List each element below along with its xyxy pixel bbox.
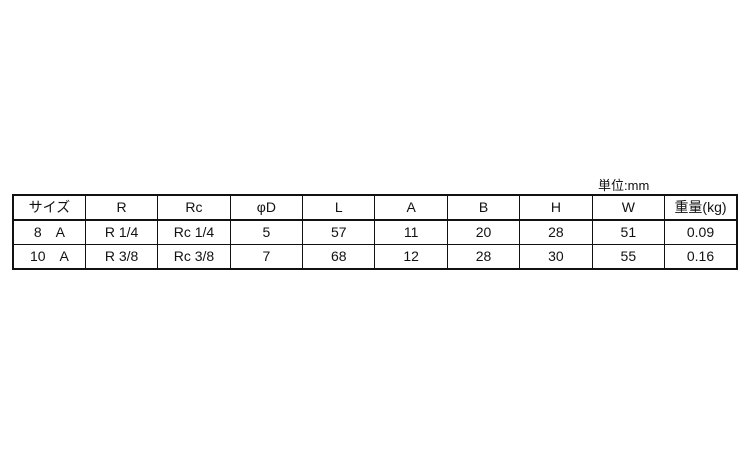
cell: 68 — [302, 244, 376, 270]
header-a: A — [374, 194, 448, 221]
unit-label: 単位:mm — [598, 178, 650, 193]
cell: 7 — [229, 244, 304, 270]
cell: 10 A — [12, 244, 86, 270]
cell: 55 — [591, 244, 666, 270]
cell: R 3/8 — [84, 244, 159, 270]
header-weight: 重量(kg) — [664, 194, 738, 221]
cell: R 1/4 — [84, 219, 159, 245]
header-size: サイズ — [12, 194, 86, 221]
cell: 20 — [446, 219, 521, 245]
cell: 11 — [374, 219, 448, 245]
header-r: R — [84, 194, 159, 221]
cell: Rc 3/8 — [157, 244, 231, 270]
header-h: H — [519, 194, 593, 221]
header-phi-d: φD — [229, 194, 304, 221]
cell: 12 — [374, 244, 448, 270]
cell: 8 A — [12, 219, 86, 245]
cell: 0.09 — [664, 219, 738, 245]
cell: 0.16 — [664, 244, 738, 270]
table-header-row: サイズ R Rc φD L A B H W 重量(kg) — [12, 194, 738, 221]
table-row: 8 A R 1/4 Rc 1/4 5 57 11 20 28 51 0.09 — [12, 219, 738, 245]
cell: 51 — [591, 219, 666, 245]
cell: Rc 1/4 — [157, 219, 231, 245]
cell: 28 — [446, 244, 521, 270]
table-row: 10 A R 3/8 Rc 3/8 7 68 12 28 30 55 0.16 — [12, 244, 738, 270]
header-rc: Rc — [157, 194, 231, 221]
spec-table: サイズ R Rc φD L A B H W 重量(kg) 8 A R 1/4 R… — [12, 194, 738, 270]
header-l: L — [302, 194, 376, 221]
header-b: B — [446, 194, 521, 221]
cell: 57 — [302, 219, 376, 245]
header-w: W — [591, 194, 666, 221]
cell: 5 — [229, 219, 304, 245]
cell: 30 — [519, 244, 593, 270]
cell: 28 — [519, 219, 593, 245]
